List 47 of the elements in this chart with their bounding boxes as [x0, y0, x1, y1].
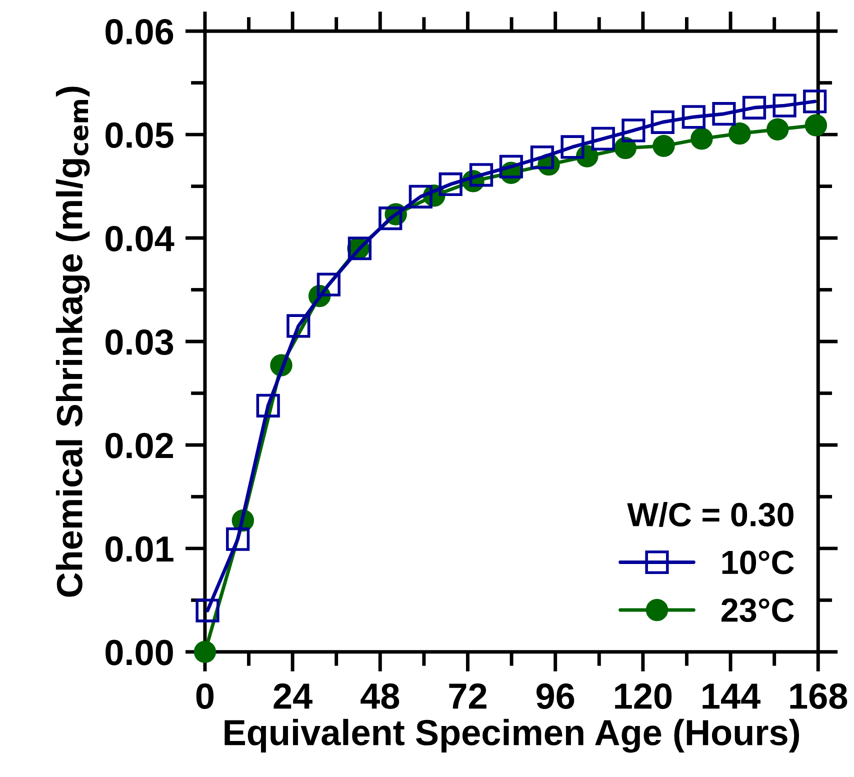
x-tick-label: 0	[196, 683, 214, 709]
point	[742, 96, 766, 120]
point	[286, 314, 310, 338]
y-tick-label: 0.03	[106, 329, 174, 355]
x-axis-title: Equivalent Specimen Age (Hours)	[224, 718, 800, 753]
y-tick-label: 0.06	[106, 18, 174, 45]
x-tick-label: 72	[449, 683, 486, 709]
point	[622, 118, 646, 142]
point	[652, 134, 675, 158]
point	[803, 90, 827, 114]
y-tick-label: 0.05	[106, 122, 174, 148]
point	[469, 163, 494, 187]
point	[196, 598, 220, 622]
x-tick-label: 120	[615, 683, 672, 709]
point	[766, 118, 789, 140]
point	[650, 110, 674, 134]
y-axis-title: Chemical Shrinkage (ml/g$_{cem}$)	[56, 86, 90, 597]
point	[614, 136, 637, 160]
point	[499, 154, 523, 178]
point	[682, 105, 706, 129]
y-tick-label: 0.04	[106, 226, 174, 252]
legend-label: 23°C	[721, 598, 794, 622]
x-tick-label: 144	[702, 684, 760, 709]
point	[804, 114, 828, 136]
point	[560, 135, 584, 159]
point	[256, 394, 280, 418]
point	[194, 640, 216, 664]
point	[772, 94, 796, 118]
point	[438, 172, 462, 196]
point	[530, 146, 554, 170]
x-tick-label: 48	[360, 683, 400, 709]
point	[408, 184, 432, 208]
point	[712, 102, 736, 126]
point	[728, 122, 751, 145]
y-tick-label: 0.02	[106, 432, 173, 458]
point	[378, 206, 402, 230]
y-tick-label: 0.01	[106, 536, 174, 562]
point	[316, 272, 340, 296]
legend-label: 10°C	[722, 550, 794, 574]
x-tick-label: 96	[536, 683, 574, 709]
point	[226, 527, 250, 551]
x-tick-label: 168	[790, 683, 848, 709]
y-tick-label: 0.00	[106, 640, 173, 666]
legend-title: W/C = 0.30	[627, 502, 794, 527]
point	[591, 126, 615, 150]
point	[690, 128, 713, 150]
x-tick-label: 24	[274, 683, 312, 709]
